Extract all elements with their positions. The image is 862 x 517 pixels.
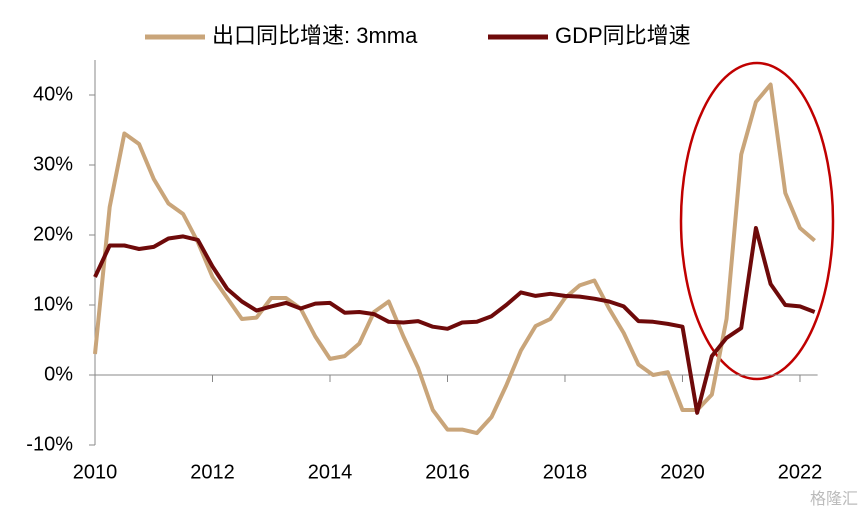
watermark: 格隆汇 [810,490,858,508]
x-tick-label: 2014 [308,461,353,483]
x-tick-label: 2022 [778,461,823,483]
y-tick-label: -10% [26,433,73,455]
highlight-ellipse [679,61,835,381]
y-tick-label: 0% [44,363,73,385]
series-line [93,226,816,415]
x-tick-label: 2016 [425,461,470,483]
y-tick-label: 10% [33,293,73,315]
y-tick-label: 30% [33,153,73,175]
x-tick-label: 2010 [73,461,118,483]
x-tick-label: 2012 [190,461,235,483]
legend-label: 出口同比增速: 3mma [212,23,418,48]
y-tick-label: 20% [33,223,73,245]
legend-label: GDP同比增速 [555,23,691,48]
x-tick-label: 2018 [543,461,588,483]
x-tick-label: 2020 [660,461,705,483]
y-tick-label: 40% [33,83,73,105]
